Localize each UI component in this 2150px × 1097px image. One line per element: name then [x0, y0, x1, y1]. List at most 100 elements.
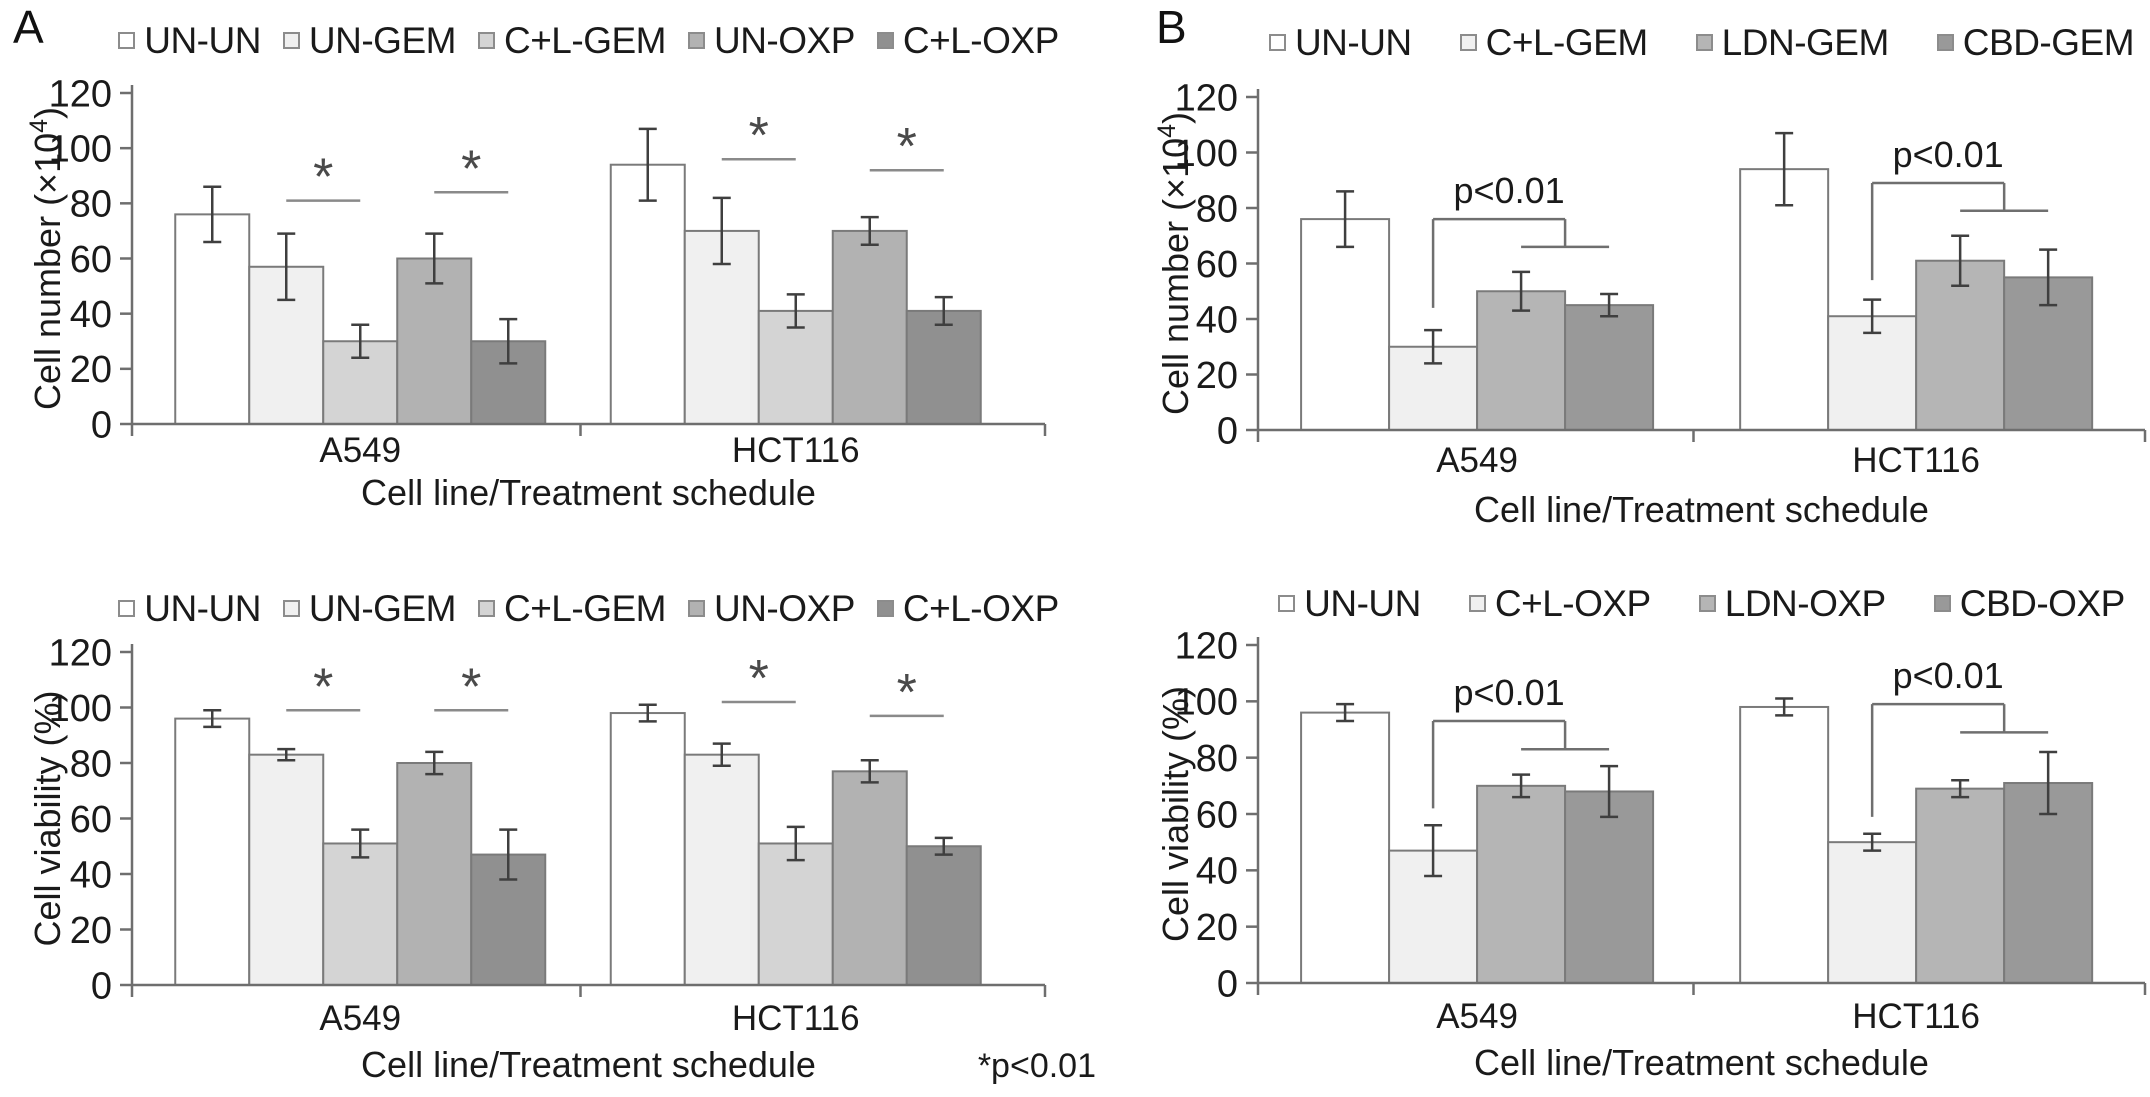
legend-swatch-icon — [477, 32, 495, 49]
significance-star: * — [749, 107, 769, 165]
legend-swatch-icon — [1468, 595, 1486, 612]
legend-swatch-icon — [1278, 595, 1296, 612]
legend-item-label: UN-GEM — [308, 588, 457, 629]
legend-item: C+L-GEM — [477, 588, 667, 629]
legend-swatch-icon — [118, 32, 136, 49]
bar — [1739, 705, 1830, 984]
category-label: HCT116 — [732, 999, 860, 1038]
legend-swatch-icon — [1936, 34, 1954, 51]
y-tick-label: 0 — [91, 965, 112, 1007]
legend-item: UN-GEM — [282, 20, 457, 61]
y-tick-label: 20 — [70, 349, 112, 391]
legend-item: UN-OXP — [687, 590, 855, 627]
legend-item: UN-OXP — [687, 20, 855, 61]
y-tick-label: 80 — [1196, 738, 1238, 780]
significance-star: * — [313, 149, 333, 207]
legend-swatch-icon — [687, 600, 705, 617]
legend-item-label: UN-UN — [144, 20, 261, 61]
bar — [683, 753, 760, 986]
legend-swatch-icon — [1698, 595, 1716, 612]
chart-legend: UN-UN C+L-GEM LDN-GEM CBD-GEM — [1168, 24, 2150, 61]
bar — [1564, 304, 1655, 431]
chart-legend: UN-UN C+L-OXP LDN-OXP CBD-OXP — [1168, 585, 2150, 622]
bar — [1300, 218, 1391, 431]
y-tick-label: 40 — [70, 294, 112, 336]
legend-item-label: UN-UN — [1304, 583, 1421, 624]
bar — [174, 717, 251, 986]
legend-swatch-icon — [1933, 595, 1951, 612]
legend-item-label: C+L-GEM — [503, 20, 667, 61]
bar — [609, 712, 686, 987]
y-tick-label: 60 — [70, 799, 112, 841]
chart-a-cell-viability: UN-UN UN-GEM C+L-GEM UN-OXP C+L-OXP 0 20 40 60 8… — [0, 560, 1100, 1097]
legend-item-label: UN-GEM — [308, 20, 457, 61]
bar — [757, 309, 834, 425]
legend-item: UN-UN — [1268, 24, 1412, 61]
legend-item-label: CBD-OXP — [1959, 583, 2126, 624]
y-tick-label: 40 — [1196, 851, 1238, 893]
y-tick-label: 100 — [49, 688, 112, 730]
legend-item: UN-UN — [1278, 585, 1421, 622]
legend-item: CBD-GEM — [1936, 24, 2135, 61]
bar — [322, 842, 399, 986]
legend-item-label: C+L-GEM — [1485, 22, 1649, 63]
significance-star: * — [313, 658, 333, 716]
y-tick-label: 20 — [1196, 907, 1238, 949]
legend-item: C+L-OXP — [1468, 583, 1651, 624]
p-value-label: p<0.01 — [1454, 672, 1565, 713]
category-label: HCT116 — [1852, 441, 1980, 480]
legend-item-label: UN-OXP — [713, 20, 855, 61]
legend-item: C+L-GEM — [1459, 22, 1649, 63]
bar — [1300, 711, 1391, 984]
legend-swatch-icon — [1459, 34, 1477, 51]
legend-item-label: C+L-GEM — [503, 588, 667, 629]
bar — [1915, 259, 2006, 431]
y-axis-title: Cell viability (%) — [1155, 686, 1196, 942]
y-tick-label: 60 — [1196, 244, 1238, 286]
chart-b-cell-viability: UN-UN C+L-OXP LDN-OXP CBD-OXP 0 20 40 60 80 100 1… — [1100, 555, 2150, 1097]
category-label: HCT116 — [732, 431, 860, 470]
legend-item-label: C+L-OXP — [902, 20, 1059, 61]
p-value-label: p<0.01 — [1893, 134, 2004, 175]
legend-item: C+L-GEM — [477, 20, 667, 61]
legend-item: C+L-OXP — [876, 588, 1059, 629]
legend-swatch-icon — [687, 32, 705, 49]
plot-canvas: 0 20 40 60 80 100 120 Cell viability (%) A549 HCT… — [1155, 625, 2147, 1083]
bar — [1739, 168, 1830, 431]
legend-item: UN-UN — [118, 590, 261, 627]
chart-legend: UN-UN UN-GEM C+L-GEM UN-OXP C+L-OXP — [42, 590, 1135, 627]
category-label: A549 — [319, 431, 401, 470]
y-tick-label: 20 — [1196, 355, 1238, 397]
category-label: HCT116 — [1852, 997, 1980, 1036]
y-tick-label: 0 — [1217, 410, 1238, 452]
significance-note: *p<0.01 — [978, 1047, 1096, 1085]
bar — [905, 309, 982, 425]
y-tick-label: 120 — [1175, 625, 1238, 667]
legend-item-label: LDN-GEM — [1721, 22, 1890, 63]
bar — [248, 753, 325, 986]
y-tick-label: 120 — [49, 73, 112, 115]
legend-item-label: C+L-OXP — [1494, 583, 1651, 624]
y-tick-label: 0 — [1217, 963, 1238, 1005]
bar — [609, 163, 686, 425]
plot-canvas: 0 20 40 60 80 100 120 Cell viability (%) A549 HCT… — [27, 632, 1096, 1085]
legend-swatch-icon — [282, 600, 300, 617]
category-label: A549 — [1436, 997, 1518, 1036]
bar — [174, 213, 251, 425]
y-tick-label: 60 — [1196, 794, 1238, 836]
legend-item: LDN-GEM — [1695, 22, 1890, 63]
legend-item-label: UN-UN — [144, 588, 261, 629]
legend-item: UN-UN — [118, 22, 261, 59]
legend-item: UN-GEM — [282, 588, 457, 629]
significance-star: * — [749, 650, 769, 708]
y-axis-title: Cell number (×104) — [25, 107, 68, 410]
legend-item: LDN-OXP — [1698, 583, 1886, 624]
bar — [1564, 790, 1655, 984]
bar — [1827, 841, 1918, 984]
chart-a-cell-number: UN-UN UN-GEM C+L-GEM UN-OXP C+L-OXP 0 20 40 60 8… — [0, 0, 1100, 560]
legend-item-label: C+L-OXP — [902, 588, 1059, 629]
legend-swatch-icon — [1268, 34, 1286, 51]
legend-swatch-icon — [876, 600, 894, 617]
legend-item-label: LDN-OXP — [1724, 583, 1886, 624]
